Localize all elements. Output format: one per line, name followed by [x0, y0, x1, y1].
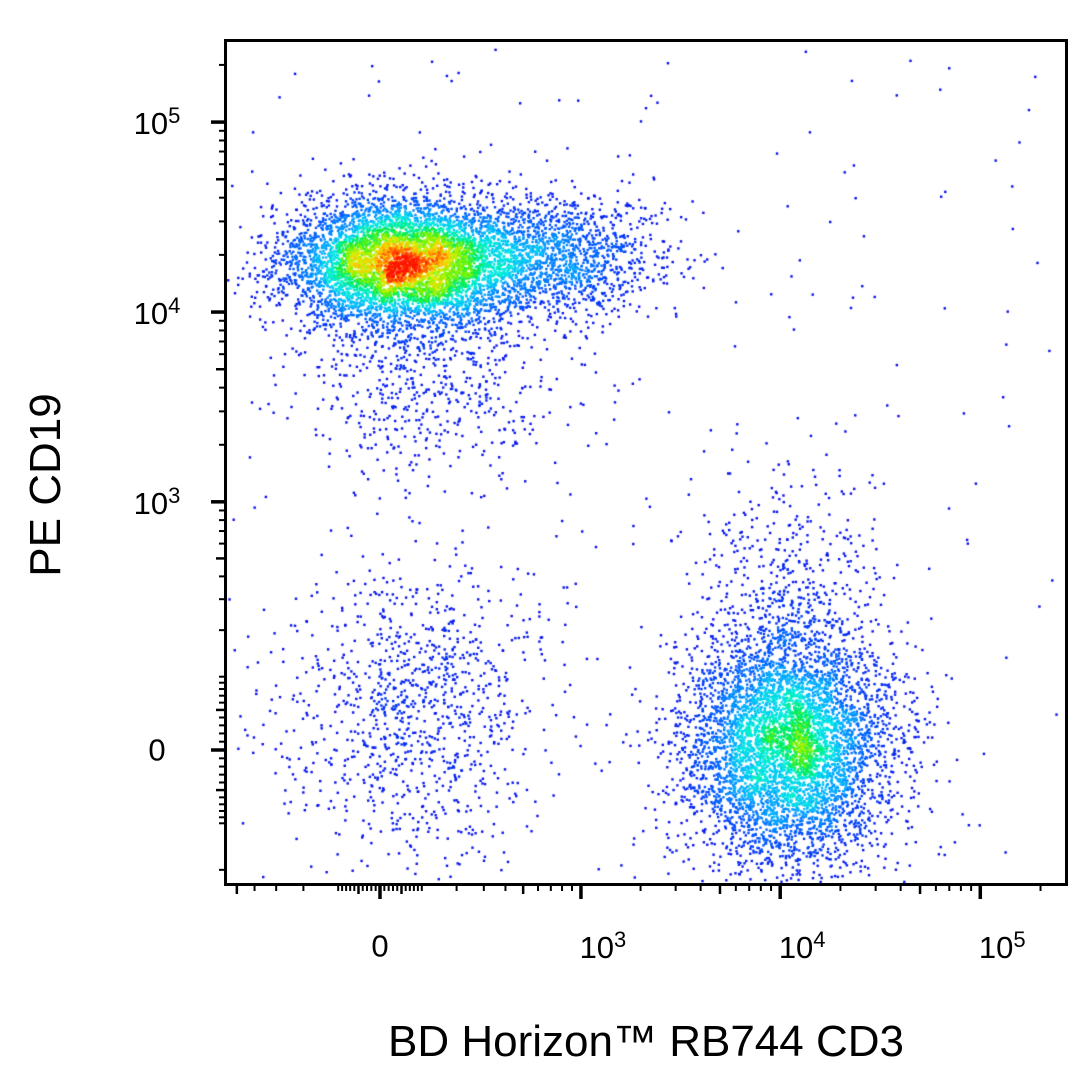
x-tick-label-10^4: 104 — [778, 927, 826, 965]
y-tick-label-10^4: 104 — [133, 293, 181, 332]
y-tick-label-0: 0 — [148, 732, 166, 768]
x-tick-label-10^3: 103 — [579, 927, 627, 965]
y-tick-label-10^3: 103 — [133, 482, 181, 521]
x-axis-title: BD Horizon™ RB744 CD3 — [388, 1017, 904, 1066]
x-tick-label-10^5: 105 — [978, 927, 1026, 965]
scatter-density-canvas — [227, 42, 1065, 883]
y-tick-label-10^5: 105 — [133, 103, 181, 142]
y-axis-title: PE CD19 — [20, 393, 70, 577]
x-tick-label-0: 0 — [371, 928, 389, 964]
